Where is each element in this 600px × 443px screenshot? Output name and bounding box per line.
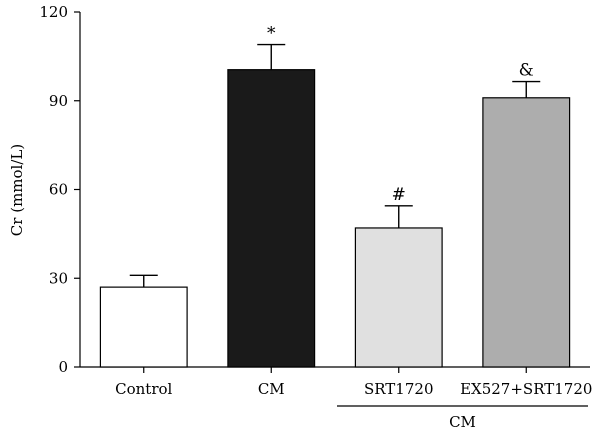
y-tick-label: 30 xyxy=(49,269,68,287)
bar-ex527-srt1720 xyxy=(482,97,571,368)
significance-mark: * xyxy=(267,24,276,44)
group-label: CM xyxy=(449,413,476,431)
significance-mark: # xyxy=(392,185,406,205)
significance-mark: & xyxy=(519,61,534,81)
y-axis: 0 30 60 90 120 xyxy=(39,3,81,376)
bar-control xyxy=(99,286,188,368)
x-tick-label: CM xyxy=(258,380,285,398)
x-tick-label: EX527+SRT1720 xyxy=(460,380,592,398)
bar-srt1720 xyxy=(354,227,443,368)
x-tick-label: Control xyxy=(115,380,172,398)
x-axis: Control CM SRT1720 EX527+SRT1720 xyxy=(80,366,592,398)
group-bracket: CM xyxy=(337,405,588,431)
bar-cm xyxy=(227,69,316,368)
y-tick-label: 60 xyxy=(49,181,68,199)
bars: * # & xyxy=(99,24,571,368)
y-tick-label: 0 xyxy=(58,358,68,376)
y-tick-label: 90 xyxy=(49,92,68,110)
x-tick-label: SRT1720 xyxy=(364,380,434,398)
y-tick-label: 120 xyxy=(39,3,68,21)
y-axis-title: Cr (mmol/L) xyxy=(8,144,26,236)
